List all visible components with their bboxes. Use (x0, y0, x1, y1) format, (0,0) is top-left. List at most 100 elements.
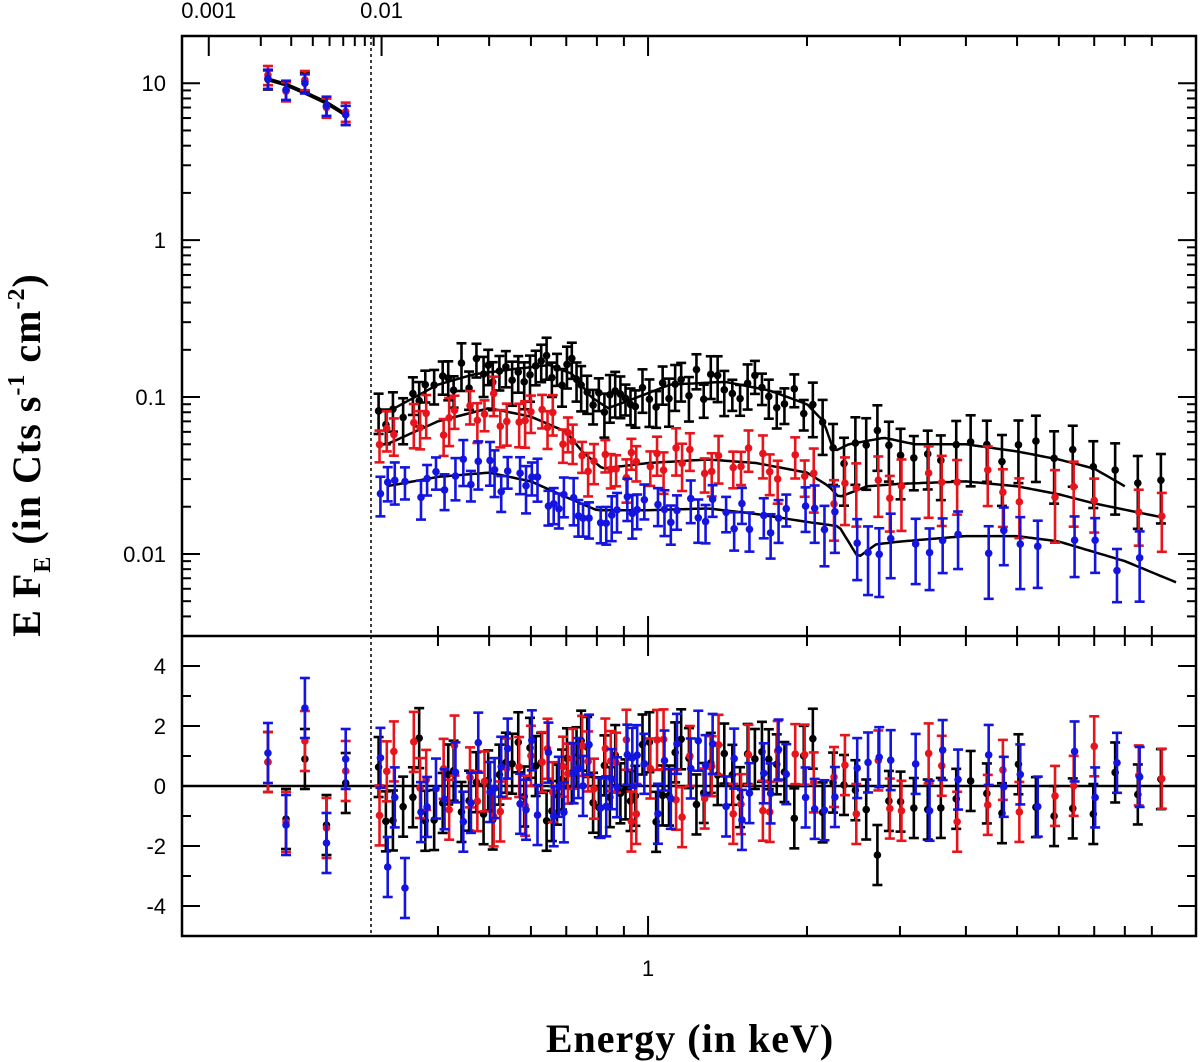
xray-point-blue-0 (375, 475, 386, 518)
xray-residual-blue-83-point (1033, 802, 1042, 811)
xray-point-blue-78-point (954, 530, 962, 539)
xray-point-blue-76-point (925, 548, 934, 557)
xray-point-red-30 (567, 423, 578, 466)
xray-point-red-2 (388, 417, 399, 458)
xray-residual-red-76 (923, 722, 934, 785)
xray-residual-red-1 (381, 740, 392, 803)
xray-residual-red-45-point (653, 736, 661, 744)
xray-point-black-37-point (606, 391, 614, 399)
xray-residual-black-75 (908, 776, 919, 840)
xray-point-black-83 (1030, 414, 1041, 484)
optical-point-blue-3-point (322, 101, 331, 110)
xray-residual-red-17-point (496, 807, 505, 816)
xray-residual-blue-57 (736, 788, 747, 852)
xray-point-red-85-point (1069, 482, 1078, 491)
xray-residual-blue-52-point (701, 761, 710, 769)
xray-point-black-65 (798, 398, 809, 432)
xray-point-black-39-point (616, 390, 625, 398)
xray-point-black-42-point (631, 402, 640, 411)
xray-residual-blue-42 (632, 723, 643, 787)
xray-residual-black-4-point (409, 793, 417, 802)
xray-residual-blue-58-point (745, 789, 754, 797)
xray-point-blue-53-point (708, 495, 717, 504)
xray-point-red-78-point (953, 478, 961, 486)
xray-residual-blue-6 (422, 775, 433, 839)
xray-residual-blue-28 (558, 781, 569, 844)
xray-point-red-44-point (646, 462, 655, 471)
xray-point-blue-7-point (432, 467, 440, 476)
xray-residual-blue-12-point (467, 799, 475, 807)
xray-point-blue-85 (1069, 515, 1080, 579)
xray-point-red-84 (1050, 468, 1061, 544)
xray-residual-black-5-point (415, 734, 423, 742)
xray-residual-black-66-point (809, 734, 817, 743)
xray-point-blue-53 (707, 483, 718, 519)
xray-residual-red-14 (479, 750, 490, 813)
xray-point-black-30 (566, 341, 577, 381)
xray-residual-blue-5 (416, 780, 427, 844)
xray-point-blue-48 (671, 494, 682, 532)
xray-point-blue-65 (800, 486, 811, 534)
y-title-part: E F (4, 573, 49, 637)
xray-point-black-0 (373, 392, 384, 436)
xray-residual-red-69-point (841, 761, 849, 769)
xray-point-blue-28 (558, 476, 569, 519)
xray-point-blue-45-point (654, 500, 662, 509)
xray-point-red-77-point (937, 478, 946, 487)
xray-point-red-13-point (473, 416, 482, 425)
xray-point-blue-6 (422, 463, 433, 497)
xray-residual-red-4-point (410, 738, 418, 746)
xray-point-black-56 (727, 378, 738, 413)
xray-residual-black-72 (872, 823, 883, 887)
xray-residual-blue-68 (829, 765, 840, 829)
xray-residual-blue-56-point (730, 754, 738, 763)
xray-residual-blue-23-point (533, 811, 542, 819)
y-title-part: E (30, 556, 56, 573)
xray-point-black-67 (817, 398, 828, 457)
xray-residual-red-64 (790, 722, 801, 786)
xray-point-blue-32-point (579, 514, 587, 522)
xray-point-red-56-point (729, 463, 738, 472)
xray-residual-red-78-point (953, 817, 961, 826)
xray-residual-blue-66 (809, 777, 820, 841)
xray-point-red-72-point (874, 476, 883, 484)
xray-point-black-14 (478, 355, 489, 399)
xray-point-blue-63-point (782, 504, 791, 513)
xray-point-black-51-point (692, 365, 701, 374)
xray-point-red-6-point (422, 409, 431, 418)
xray-point-black-79-point (966, 438, 975, 446)
xray-residual-red-54 (713, 713, 724, 777)
xray-point-black-70-point (851, 439, 860, 447)
xray-point-blue-26-point (549, 499, 558, 508)
xray-residual-black-55-point (720, 749, 729, 758)
xray-point-blue-67-point (820, 525, 829, 534)
xray-point-red-29-point (564, 428, 572, 437)
xray-point-blue-36 (601, 505, 612, 546)
xray-residual-black-77-point (937, 804, 945, 812)
xray-residual-blue-63-point (782, 770, 791, 778)
xray-point-red-46 (658, 451, 669, 496)
xray-point-red-56 (728, 450, 739, 490)
xray-point-black-44 (644, 378, 655, 429)
xray-point-black-84-point (1050, 454, 1058, 463)
xray-point-black-49 (676, 361, 687, 403)
xray-point-black-14-point (479, 370, 488, 378)
xray-residual-black-75-point (910, 804, 918, 812)
xray-residual-black-59 (749, 727, 760, 791)
xray-residual-blue-18 (502, 717, 513, 780)
xray-residual-blue-47 (665, 767, 676, 831)
xray-residual-red-65-point (800, 750, 809, 759)
xray-point-black-29-point (563, 360, 571, 369)
xray-residual-blue-83 (1032, 775, 1043, 838)
xray-point-black-24 (536, 343, 547, 384)
xray-point-blue-37-point (607, 511, 616, 519)
optical-residual-blue-0-point (264, 749, 272, 757)
xray-residual-black-79 (965, 749, 976, 813)
xray-residual-blue-45 (652, 782, 663, 846)
xray-residual-blue-45-point (654, 809, 662, 818)
xray-residual-blue-2-point (390, 793, 399, 802)
xray-point-black-11-point (457, 359, 466, 367)
xray-point-blue-57 (736, 486, 747, 526)
xray-residual-blue-25-point (544, 748, 553, 757)
xray-point-blue-55-point (722, 508, 730, 517)
